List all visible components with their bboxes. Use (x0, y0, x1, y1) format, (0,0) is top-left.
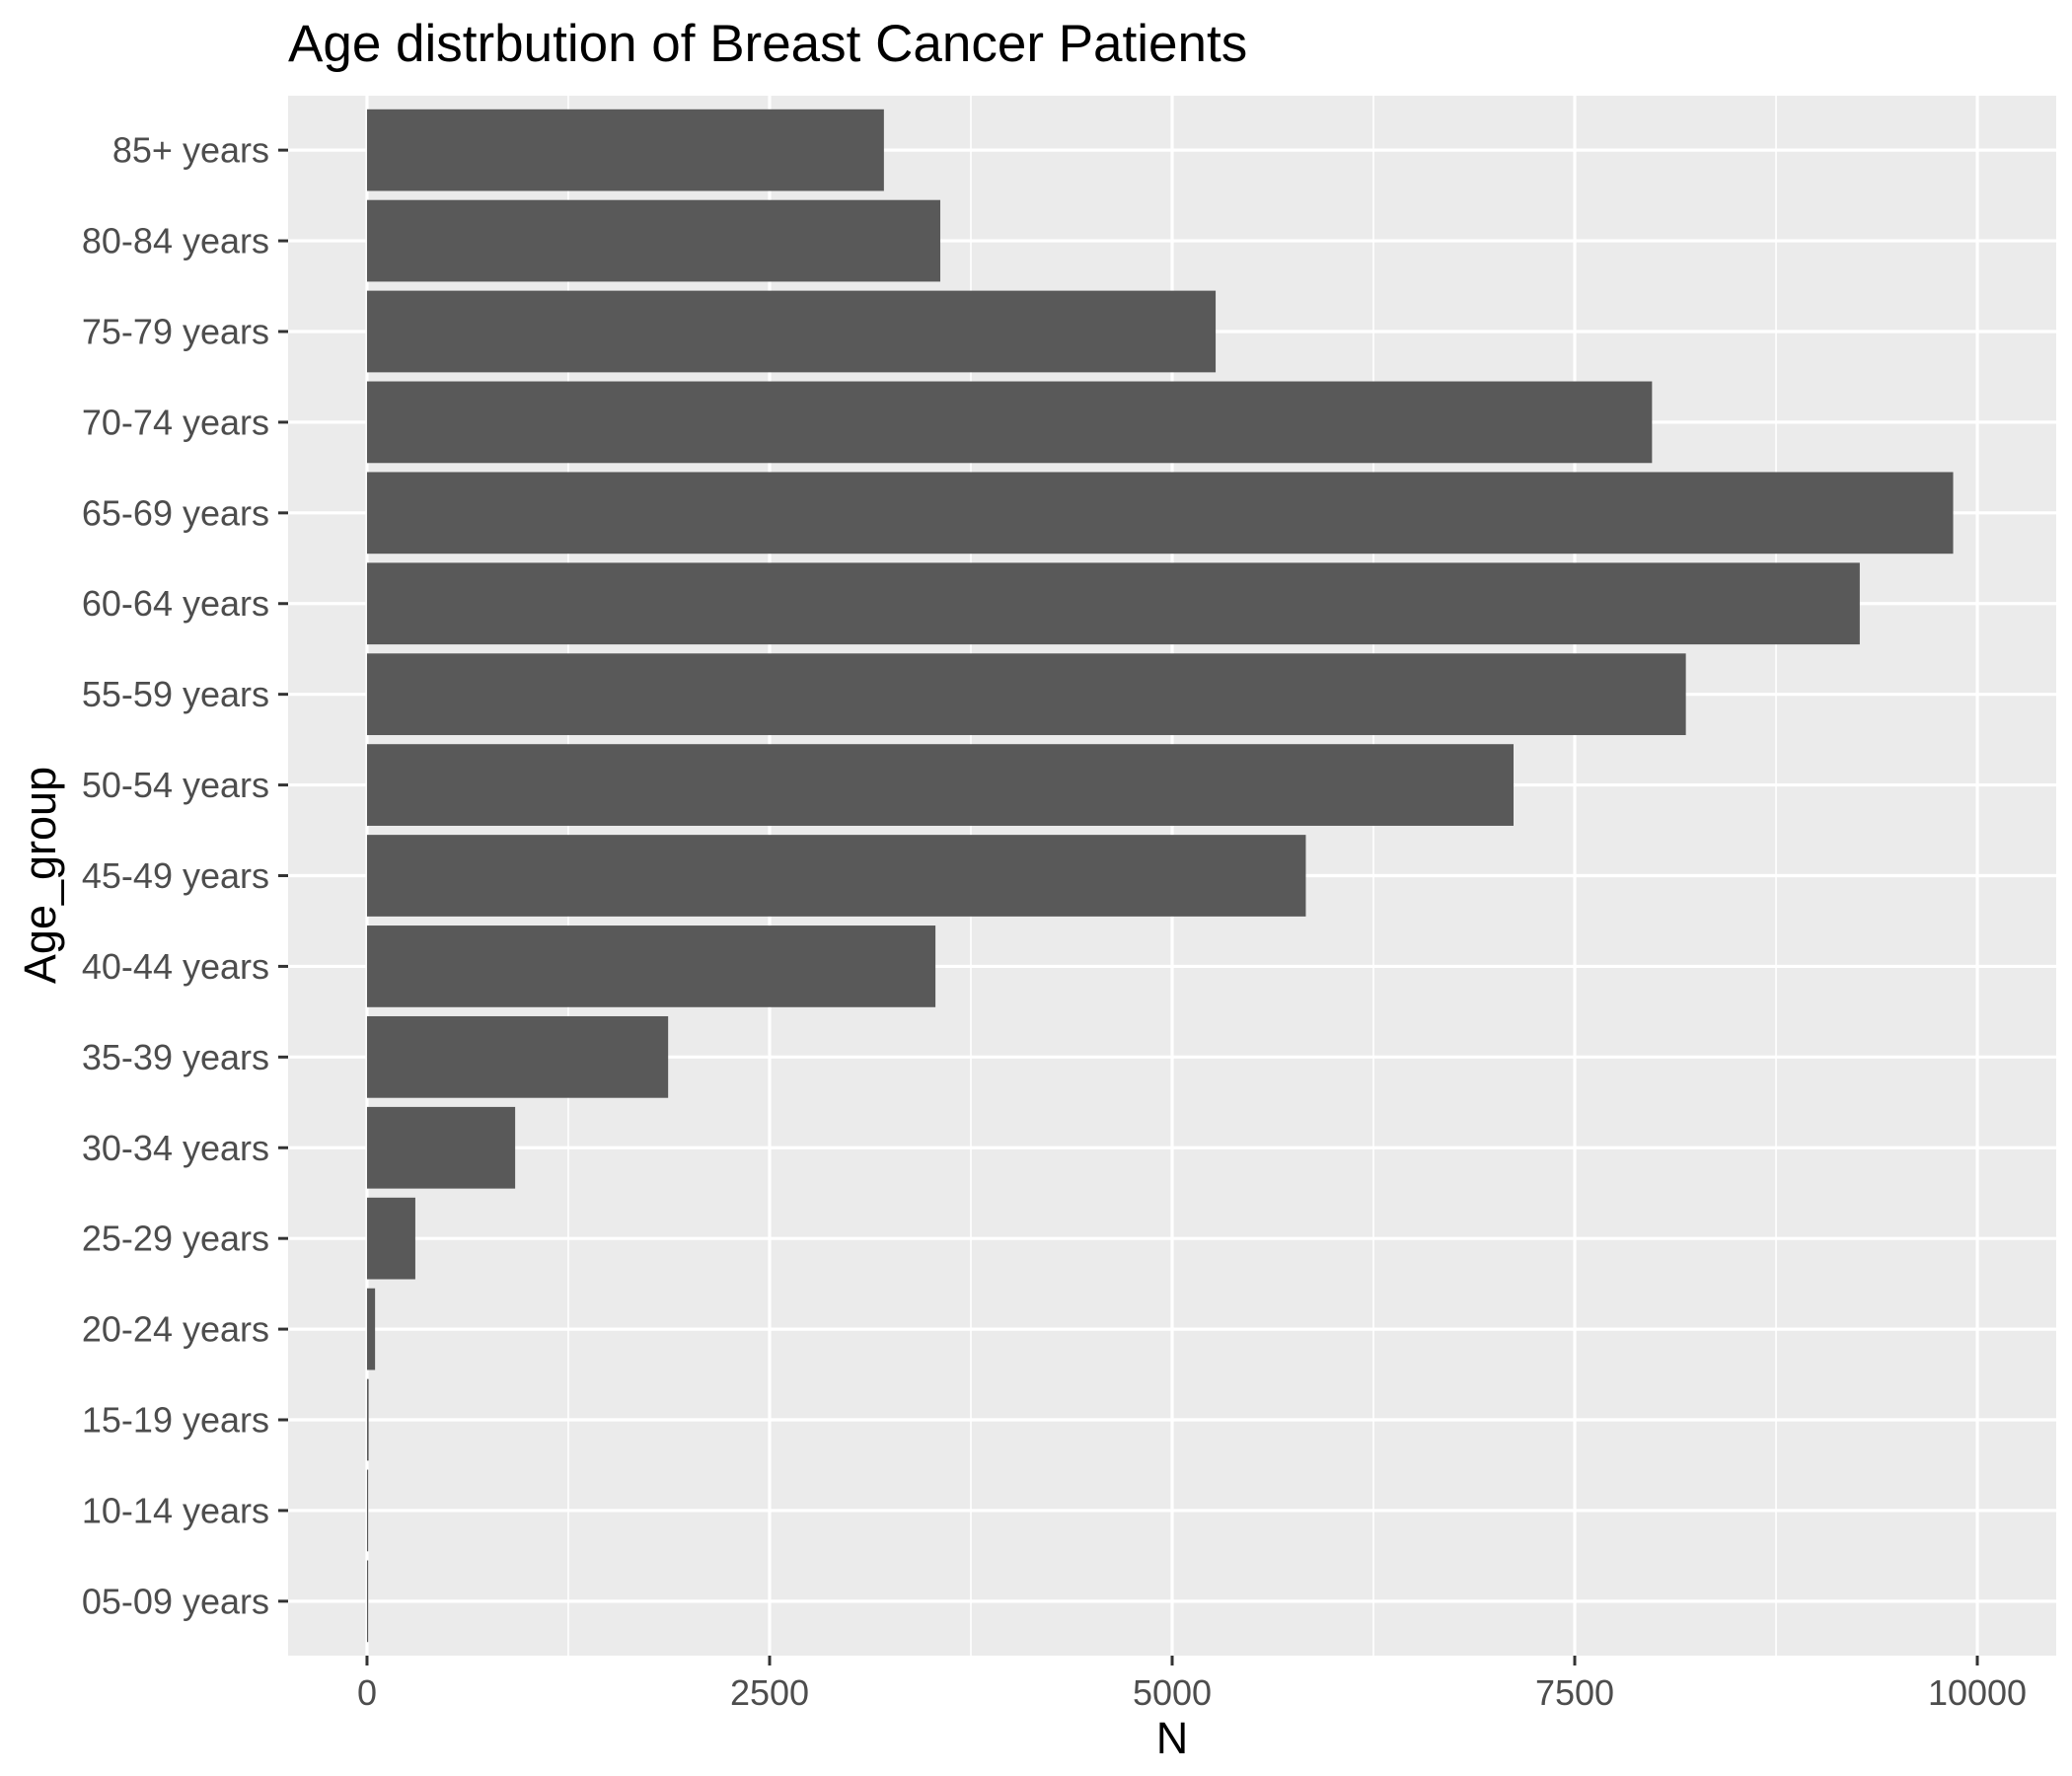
y-tick-label: 15-19 years (82, 1400, 269, 1441)
y-tick-label: 65-69 years (82, 492, 269, 533)
bar (366, 1106, 516, 1189)
bar (366, 290, 1217, 373)
bar (366, 1378, 369, 1461)
y-tick-label: 55-59 years (82, 674, 269, 714)
bar (366, 199, 940, 282)
bar (366, 472, 1954, 555)
y-tick-label: 45-49 years (82, 855, 269, 896)
y-axis: 05-09 years 10-14 years 15-19 years 20-24 y… (82, 130, 288, 1621)
x-tick-label: 10000 (1928, 1672, 2027, 1713)
x-axis-title: N (1156, 1713, 1189, 1763)
bar (366, 925, 936, 1007)
chart-title: Age distrbution of Breast Cancer Patient… (288, 15, 1247, 73)
bar (366, 1197, 415, 1280)
y-axis-title: Age_group (15, 767, 65, 984)
y-tick-label: 35-39 years (82, 1037, 269, 1077)
x-tick-label: 0 (357, 1672, 377, 1713)
y-tick-label: 30-34 years (82, 1128, 269, 1168)
bar (366, 1288, 376, 1370)
y-tick-label: 75-79 years (82, 311, 269, 351)
y-tick-label: 85+ years (112, 130, 269, 171)
bar (366, 1560, 369, 1643)
bar (366, 381, 1653, 464)
y-tick-label: 10-14 years (82, 1490, 269, 1530)
y-tick-label: 40-44 years (82, 946, 269, 987)
y-tick-label: 20-24 years (82, 1309, 269, 1350)
x-tick-label: 7500 (1535, 1672, 1614, 1713)
bars (366, 109, 1954, 1643)
bar (366, 653, 1686, 736)
bar (366, 835, 1306, 917)
x-tick-label: 2500 (730, 1672, 809, 1713)
y-tick-label: 80-84 years (82, 221, 269, 261)
y-tick-label: 05-09 years (82, 1581, 269, 1621)
x-tick-label: 5000 (1133, 1672, 1212, 1713)
y-tick-label: 60-64 years (82, 583, 269, 624)
bar (366, 109, 884, 191)
y-tick-label: 50-54 years (82, 765, 269, 805)
bar (366, 1469, 369, 1552)
bar (366, 562, 1860, 645)
y-tick-label: 25-29 years (82, 1219, 269, 1259)
y-tick-label: 70-74 years (82, 402, 269, 442)
bar (366, 744, 1514, 826)
x-axis: 0 2500 5000 7500 10000 (357, 1656, 2027, 1713)
bar (366, 1015, 669, 1098)
